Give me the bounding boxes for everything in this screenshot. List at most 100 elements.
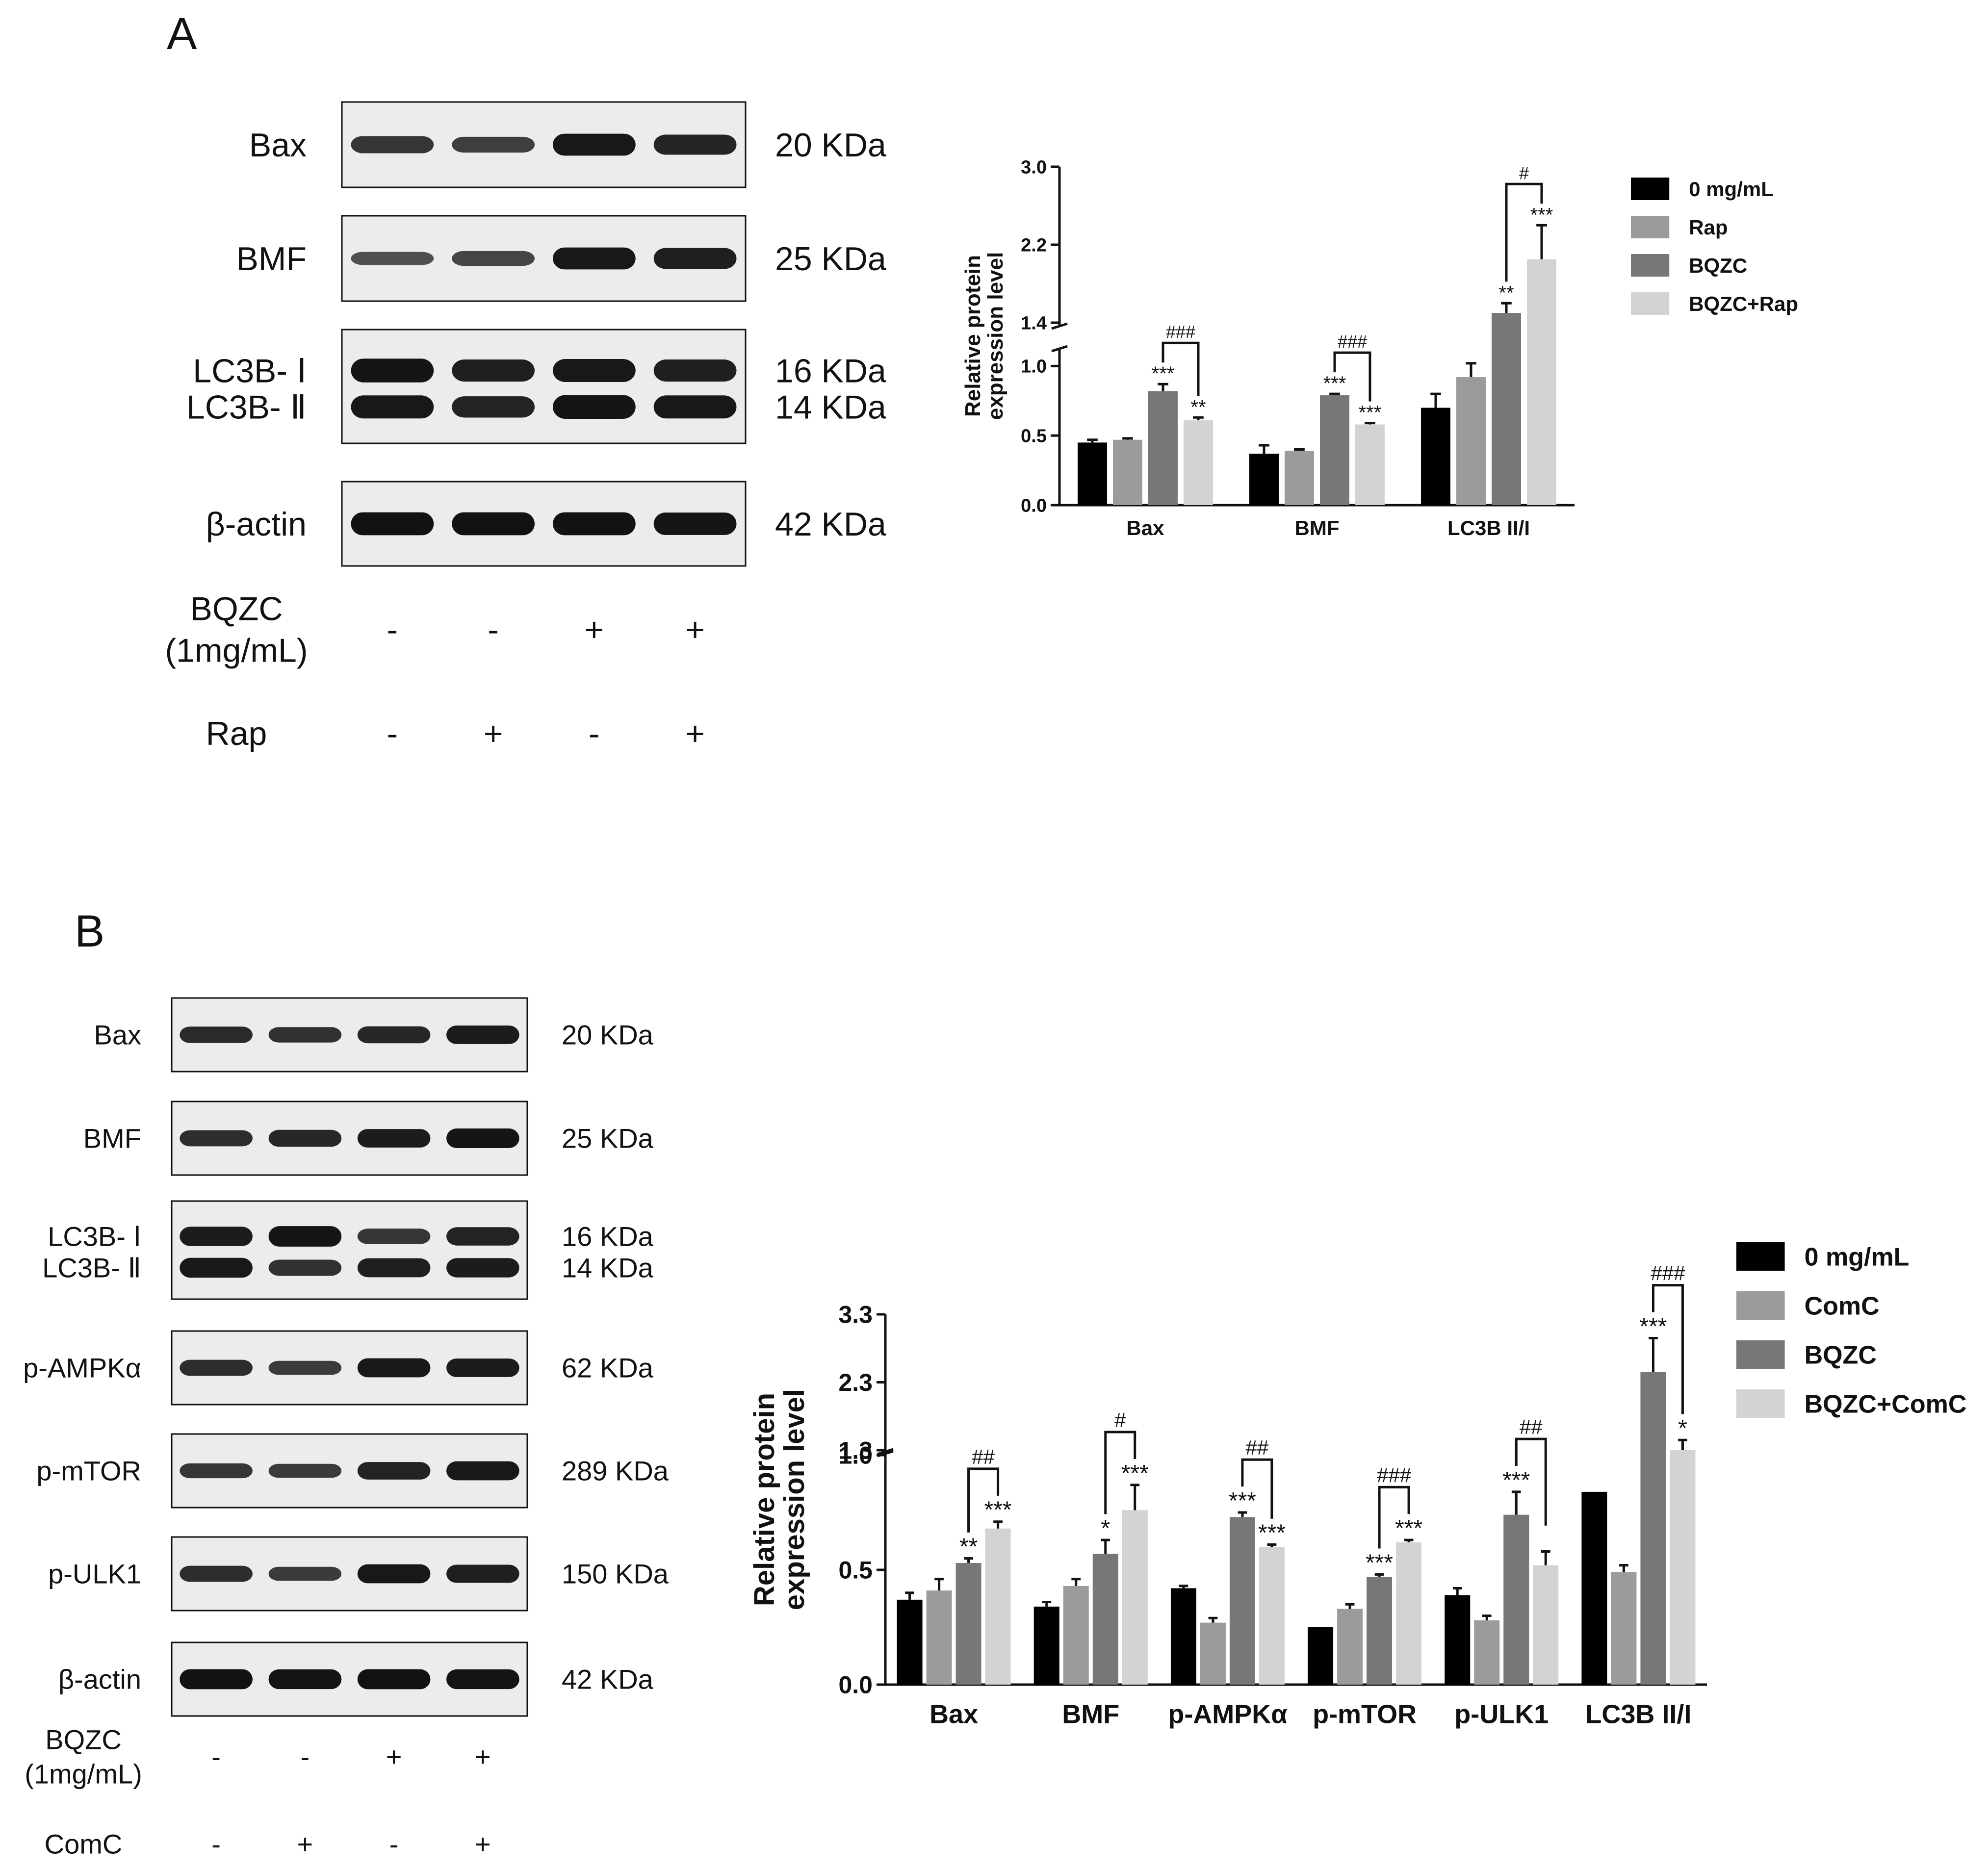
molecular-weight-label: 16 KDa bbox=[775, 352, 886, 389]
protein-band bbox=[653, 248, 737, 269]
significance-stars: *** bbox=[1229, 1488, 1256, 1514]
bar-bqzc bbox=[1229, 1517, 1255, 1685]
molecular-weight-label: 42 KDa bbox=[775, 506, 886, 543]
protein-band bbox=[446, 1227, 519, 1246]
treatment-sign: + bbox=[685, 611, 705, 648]
legend-swatch bbox=[1736, 1389, 1785, 1418]
legend-label: 0 mg/mL bbox=[1805, 1243, 1910, 1272]
protein-band bbox=[357, 1129, 431, 1148]
significance-stars: * bbox=[1678, 1415, 1687, 1441]
legend-swatch bbox=[1631, 292, 1670, 315]
protein-band bbox=[268, 1259, 342, 1276]
bar-bqzc bbox=[1503, 1514, 1529, 1685]
bar-0-mg-ml bbox=[1421, 408, 1450, 505]
protein-name-label: BMF bbox=[236, 240, 307, 278]
treatment-label: (1mg/mL) bbox=[165, 632, 308, 669]
legend-label: BQZC bbox=[1805, 1341, 1877, 1370]
protein-band bbox=[653, 359, 737, 382]
significance-stars: *** bbox=[1639, 1313, 1667, 1339]
treatment-sign: + bbox=[475, 1742, 491, 1772]
protein-band bbox=[180, 1227, 253, 1246]
molecular-weight-label: 14 KDa bbox=[775, 389, 886, 426]
protein-band bbox=[653, 134, 737, 155]
bar-comc bbox=[1611, 1572, 1637, 1685]
bracket-label: ### bbox=[1651, 1262, 1685, 1285]
bar-bqzc bbox=[1492, 313, 1521, 505]
protein-name-label: LC3B- Ⅰ bbox=[48, 1221, 141, 1252]
y-tick-label: 1.3 bbox=[838, 1437, 873, 1464]
bar-bqzc bbox=[1092, 1554, 1118, 1685]
protein-band bbox=[268, 1463, 342, 1478]
protein-band bbox=[653, 512, 737, 535]
protein-band bbox=[180, 1130, 253, 1147]
protein-band bbox=[446, 1258, 519, 1278]
protein-band bbox=[446, 1025, 519, 1044]
legend-label: Rap bbox=[1689, 216, 1728, 239]
significance-stars: ** bbox=[1190, 396, 1206, 418]
bar-chart-panel-a: 0.0 0.5 1.0 1.4 2.2 3.0 Relative proteinexpres… bbox=[961, 157, 1798, 539]
protein-band bbox=[357, 1026, 431, 1044]
bracket-label: ### bbox=[1338, 332, 1367, 352]
protein-band bbox=[452, 136, 535, 153]
axis-break-mark bbox=[1051, 345, 1068, 353]
significance-bracket bbox=[1241, 1458, 1273, 1519]
protein-band bbox=[180, 1257, 253, 1278]
protein-band bbox=[553, 247, 636, 270]
legend-label: BQZC+Rap bbox=[1689, 292, 1798, 315]
treatment-label: ComC bbox=[45, 1829, 123, 1860]
y-tick-label: 2.2 bbox=[1021, 235, 1047, 256]
protein-band bbox=[357, 1462, 431, 1480]
protein-band bbox=[351, 395, 434, 419]
bar-rap bbox=[1456, 377, 1486, 505]
x-category-label: p-ULK1 bbox=[1454, 1699, 1549, 1729]
treatment-sign: - bbox=[488, 611, 499, 648]
x-category-label: p-AMPKα bbox=[1168, 1699, 1287, 1729]
y-tick-label: 0.0 bbox=[838, 1671, 873, 1699]
protein-band bbox=[553, 359, 636, 382]
significance-stars: *** bbox=[984, 1497, 1012, 1523]
protein-band bbox=[452, 512, 535, 536]
bar-0-mg-ml bbox=[1249, 454, 1279, 505]
bar-bqzc-comc bbox=[1396, 1542, 1422, 1685]
panel-a-letter: A bbox=[167, 9, 197, 59]
y-tick-label: 0.0 bbox=[1021, 495, 1047, 516]
treatment-sign: - bbox=[389, 1829, 399, 1860]
significance-bracket bbox=[1378, 1486, 1410, 1549]
bar-bqzc-comc bbox=[1259, 1547, 1285, 1685]
y-tick-label: 0.5 bbox=[1021, 426, 1047, 446]
significance-stars: ** bbox=[1498, 282, 1514, 304]
protein-band bbox=[553, 512, 636, 536]
bar-bqzc-rap bbox=[1355, 424, 1385, 505]
protein-band bbox=[268, 1360, 342, 1375]
y-tick-label: 3.0 bbox=[1021, 157, 1047, 178]
protein-band bbox=[357, 1358, 431, 1378]
protein-band bbox=[452, 251, 535, 266]
bar-0-mg-ml bbox=[1033, 1606, 1059, 1685]
bracket-label: # bbox=[1519, 163, 1529, 183]
protein-name-label: β-actin bbox=[206, 506, 307, 543]
protein-band bbox=[357, 1564, 431, 1584]
protein-band bbox=[553, 133, 636, 156]
bracket-label: ## bbox=[1246, 1436, 1269, 1459]
bar-0-mg-ml bbox=[1078, 442, 1107, 505]
legend-swatch bbox=[1631, 216, 1670, 238]
bracket-label: ## bbox=[972, 1445, 995, 1468]
bar-comc bbox=[1337, 1609, 1363, 1685]
legend-swatch bbox=[1736, 1340, 1785, 1369]
legend-swatch bbox=[1631, 254, 1670, 277]
protein-band bbox=[180, 1359, 253, 1376]
legend-label: 0 mg/mL bbox=[1689, 178, 1774, 201]
bar-chart-panel-b: 0.0 0.5 1.01.3 2.3 3.3 Relative proteinexpres… bbox=[749, 1242, 1966, 1729]
protein-name-label: p-AMPKα bbox=[23, 1353, 141, 1383]
bar-comc bbox=[1474, 1620, 1500, 1685]
significance-bracket bbox=[1333, 351, 1371, 402]
treatment-sign: - bbox=[387, 611, 398, 648]
treatment-label: Rap bbox=[206, 715, 267, 752]
bar-0-mg-ml bbox=[897, 1599, 923, 1685]
blot-frame bbox=[341, 329, 747, 444]
protein-band bbox=[351, 136, 434, 154]
bar-comc bbox=[1200, 1622, 1226, 1685]
significance-stars: ** bbox=[959, 1534, 978, 1560]
treatment-sign: + bbox=[484, 715, 503, 752]
